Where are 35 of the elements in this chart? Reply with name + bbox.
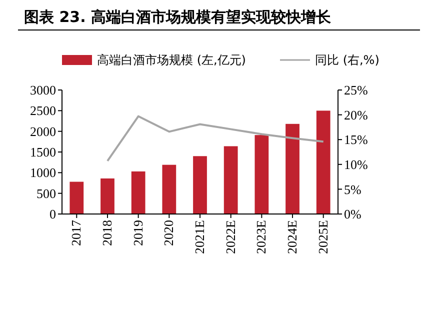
bar (70, 182, 84, 214)
line-series (106, 115, 324, 162)
y-tick-label: 2000 (30, 124, 56, 139)
bar (316, 110, 330, 214)
bar (162, 164, 176, 214)
x-tick-label: 2019 (130, 220, 146, 246)
bar (224, 146, 238, 214)
y2-tick-label: 25% (344, 82, 368, 98)
bar (286, 124, 300, 214)
y2-tick-label: 10% (344, 156, 368, 172)
y2-tick-label: 15% (344, 132, 368, 148)
y2-tick-label: 5% (344, 182, 362, 197)
x-tick-label: 2018 (99, 220, 114, 246)
y-tick-label: 0 (50, 206, 56, 222)
x-tick-label: 2025E (315, 220, 330, 254)
x-tick-label: 2021E (192, 220, 207, 254)
legend-label: 同比 (右,%) (315, 53, 380, 68)
y-tick-label: 1500 (30, 144, 56, 160)
y2-tick-label: 20% (344, 107, 368, 122)
chart-title: 图表 23. 高端白酒市场规模有望实现较快增长 (24, 8, 332, 26)
y-tick-label: 1000 (30, 165, 56, 180)
x-tick-label: 2022E (222, 220, 238, 254)
y-tick-label: 500 (36, 186, 56, 201)
x-tick-label: 2017 (68, 220, 84, 246)
bar (100, 178, 114, 214)
y-tick-label: 3000 (30, 82, 56, 98)
x-tick-label: 2024E (284, 220, 300, 254)
bar (131, 171, 146, 214)
y-tick-label: 2500 (30, 103, 56, 118)
y2-tick-label: 0% (344, 206, 362, 222)
x-tick-label: 2020 (161, 220, 176, 246)
bar (193, 156, 207, 214)
legend-label: 高端白酒市场规模 (左,亿元) (97, 53, 246, 68)
bar (254, 135, 269, 214)
x-tick-label: 2023E (254, 220, 269, 254)
